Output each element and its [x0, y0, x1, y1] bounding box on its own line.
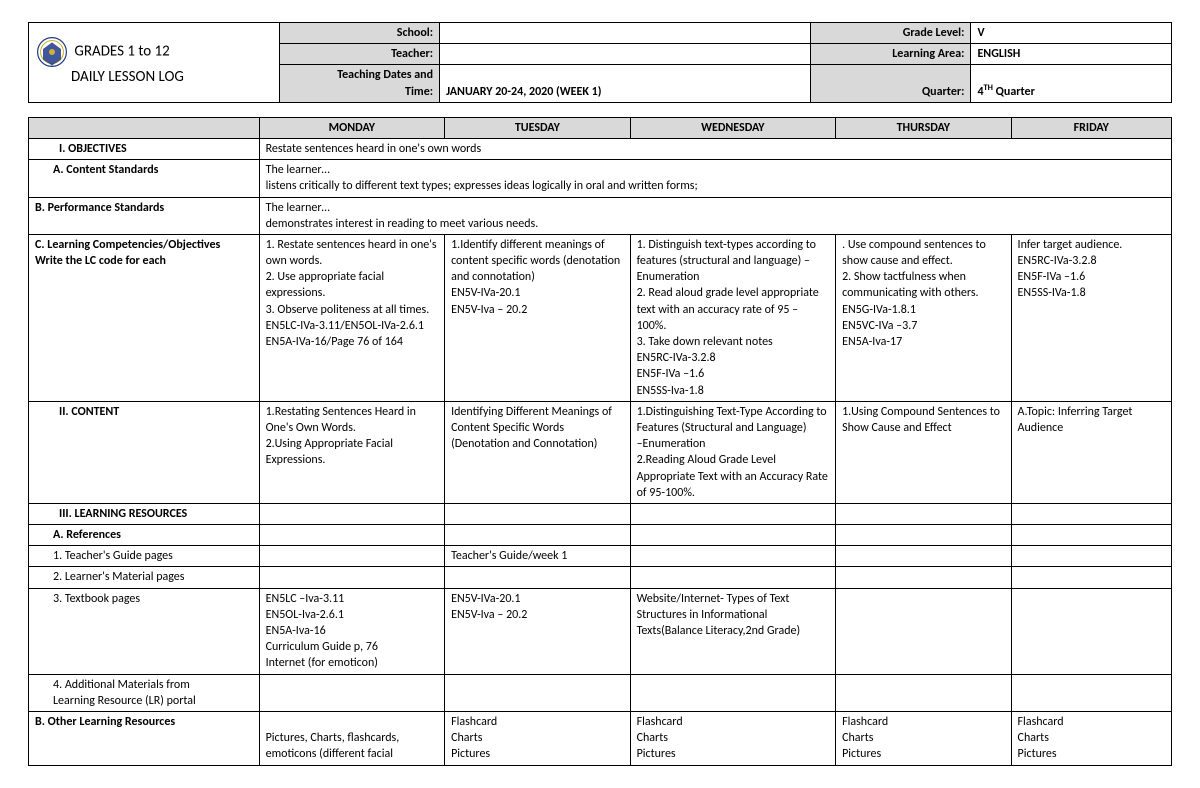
other-wed: FlashcardChartsPictures: [630, 711, 836, 765]
learning-competencies-row: C. Learning Competencies/Objectives Writ…: [29, 234, 1172, 401]
contentstd-label: A. Content Standards: [29, 160, 260, 197]
perfstd-label: B. Performance Standards: [29, 197, 260, 234]
lr-label: III. LEARNING RESOURCES: [29, 503, 260, 524]
references-row: A. References: [29, 525, 1172, 546]
lc-wed: 1. Distinguish text-types according to f…: [630, 234, 836, 401]
content-thu: 1.Using Compound Sentences to Show Cause…: [836, 401, 1011, 503]
school-label: School:: [279, 23, 439, 44]
tg-label: 1. Teacher's Guide pages: [29, 546, 260, 567]
wed-header: WEDNESDAY: [630, 117, 836, 138]
ref-label: A. References: [29, 525, 260, 546]
teachers-guide-row: 1. Teacher's Guide pages Teacher's Guide…: [29, 546, 1172, 567]
lesson-table: MONDAY TUESDAY WEDNESDAY THURSDAY FRIDAY…: [28, 117, 1172, 766]
title-line2: DAILY LESSON LOG: [71, 68, 184, 86]
lm-label: 2. Learner's Material pages: [29, 567, 260, 588]
grade-value: V: [971, 23, 1172, 44]
mon-header: MONDAY: [259, 117, 444, 138]
objectives-label: I. OBJECTIVES: [29, 138, 260, 159]
perfstd-value: The learner…demonstrates interest in rea…: [259, 197, 1171, 234]
lc-mon: 1. Restate sentences heard in one's own …: [259, 234, 444, 401]
grade-label: Grade Level:: [811, 23, 971, 44]
content-tue: Identifying Different Meanings of Conten…: [445, 401, 630, 503]
lc-tue: 1.Identify different meanings of content…: [445, 234, 630, 401]
quarter-label: Quarter:: [811, 65, 971, 102]
additional-materials-row: 4. Additional Materials from Learning Re…: [29, 674, 1172, 711]
day-header-row: MONDAY TUESDAY WEDNESDAY THURSDAY FRIDAY: [29, 117, 1172, 138]
title-line1: GRADES 1 to 12: [74, 43, 169, 61]
addl-label: 4. Additional Materials from Learning Re…: [29, 674, 260, 711]
learning-resources-row: III. LEARNING RESOURCES: [29, 503, 1172, 524]
tb-label: 3. Textbook pages: [29, 588, 260, 674]
content-fri: A.Topic: Inferring Target Audience: [1011, 401, 1171, 503]
other-tue: FlashcardChartsPictures: [445, 711, 630, 765]
blank-header: [29, 117, 260, 138]
tg-tue: Teacher's Guide/week 1: [445, 546, 630, 567]
fri-header: FRIDAY: [1011, 117, 1171, 138]
header-table: GRADES 1 to 12 DAILY LESSON LOG School: …: [28, 22, 1172, 103]
tb-wed: Website/Internet- Types of Text Structur…: [630, 588, 836, 674]
deped-logo-icon: [37, 37, 67, 67]
teacher-value: [440, 44, 811, 65]
other-thu: FlashcardChartsPictures: [836, 711, 1011, 765]
learners-material-row: 2. Learner's Material pages: [29, 567, 1172, 588]
objectives-value: Restate sentences heard in one's own wor…: [259, 138, 1171, 159]
quarter-value: 4TH Quarter: [971, 65, 1172, 102]
tb-tue: EN5V-IVa-20.1EN5V-Iva – 20.2: [445, 588, 630, 674]
contentstd-value: The learner…listens critically to differ…: [259, 160, 1171, 197]
thu-header: THURSDAY: [836, 117, 1011, 138]
textbook-row: 3. Textbook pages EN5LC –Iva-3.11EN5OL-I…: [29, 588, 1172, 674]
other-label: B. Other Learning Resources: [29, 711, 260, 765]
school-value: [440, 23, 811, 44]
content-wed: 1.Distinguishing Text-Type According to …: [630, 401, 836, 503]
area-label: Learning Area:: [811, 44, 971, 65]
other-learning-resources-row: B. Other Learning Resources Pictures, Ch…: [29, 711, 1172, 765]
tue-header: TUESDAY: [445, 117, 630, 138]
dates-value: JANUARY 20-24, 2020 (WEEK 1): [440, 65, 811, 102]
lc-label: C. Learning Competencies/Objectives Writ…: [29, 234, 260, 401]
content-standards-row: A. Content Standards The learner…listens…: [29, 160, 1172, 197]
content-label: II. CONTENT: [29, 401, 260, 503]
other-mon: Pictures, Charts, flashcards, emoticons …: [259, 711, 444, 765]
content-mon: 1.Restating Sentences Heard in One's Own…: [259, 401, 444, 503]
teacher-label: Teacher:: [279, 44, 439, 65]
lc-thu: . Use compound sentences to show cause a…: [836, 234, 1011, 401]
other-fri: FlashcardChartsPictures: [1011, 711, 1171, 765]
tb-mon: EN5LC –Iva-3.11EN5OL-Iva-2.6.1EN5A-Iva-1…: [259, 588, 444, 674]
performance-standards-row: B. Performance Standards The learner…dem…: [29, 197, 1172, 234]
lc-fri: Infer target audience.EN5RC-IVa-3.2.8EN5…: [1011, 234, 1171, 401]
objectives-row: I. OBJECTIVES Restate sentences heard in…: [29, 138, 1172, 159]
document-title: GRADES 1 to 12 DAILY LESSON LOG: [29, 23, 280, 103]
area-value: ENGLISH: [971, 44, 1172, 65]
dates-label: Teaching Dates andTime:: [279, 65, 439, 102]
content-row: II. CONTENT 1.Restating Sentences Heard …: [29, 401, 1172, 503]
